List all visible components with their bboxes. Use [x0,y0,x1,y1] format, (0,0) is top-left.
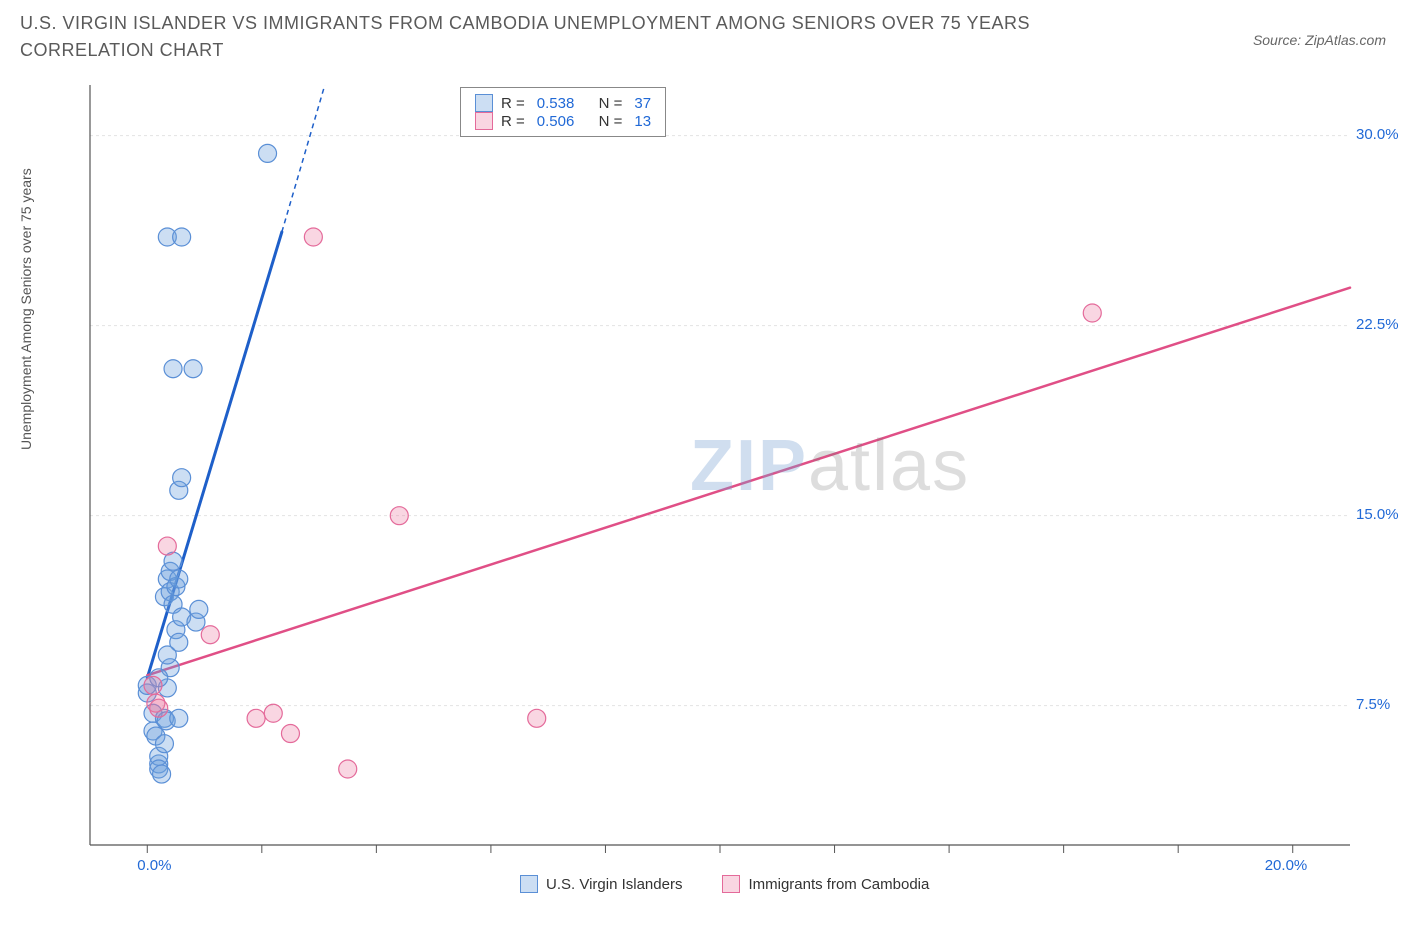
legend-item: Immigrants from Cambodia [722,875,929,893]
y-tick-label: 15.0% [1356,506,1399,523]
legend-item: U.S. Virgin Islanders [520,875,682,893]
scatter-chart [60,85,1380,865]
x-tick-label: 0.0% [137,857,171,874]
legend-swatch [520,875,538,893]
stats-legend: R =0.538 N =37R =0.506 N =13 [460,87,666,137]
chart-area: ZIPatlas R =0.538 N =37R =0.506 N =13 U.… [60,85,1380,865]
legend-swatch [722,875,740,893]
source-attribution: Source: ZipAtlas.com [1253,32,1386,48]
chart-header: U.S. VIRGIN ISLANDER VS IMMIGRANTS FROM … [0,0,1406,64]
legend-swatch [475,112,493,130]
legend-swatch [475,94,493,112]
y-tick-label: 30.0% [1356,126,1399,143]
legend-label: U.S. Virgin Islanders [546,876,682,893]
y-tick-label: 7.5% [1356,696,1390,713]
series-legend: U.S. Virgin Islanders Immigrants from Cam… [520,875,929,893]
y-tick-label: 22.5% [1356,316,1399,333]
y-axis-label: Unemployment Among Seniors over 75 years [18,168,34,450]
stats-legend-row: R =0.506 N =13 [475,112,651,130]
x-tick-label: 20.0% [1265,857,1308,874]
stats-legend-row: R =0.538 N =37 [475,94,651,112]
legend-label: Immigrants from Cambodia [748,876,929,893]
chart-title: U.S. VIRGIN ISLANDER VS IMMIGRANTS FROM … [20,10,1120,64]
